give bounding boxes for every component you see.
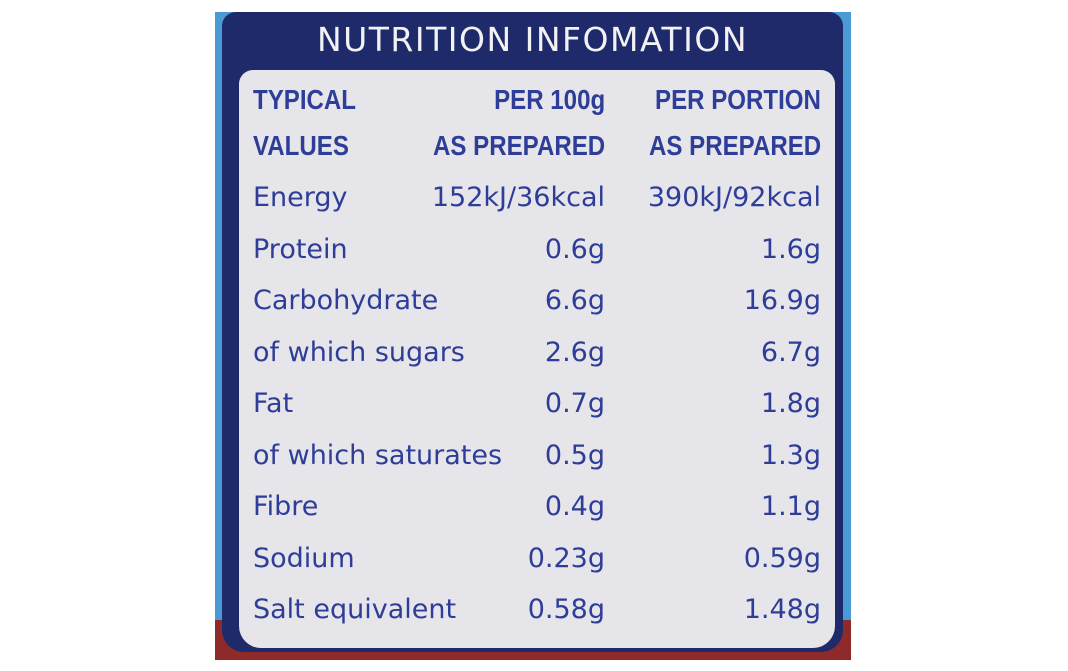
- cell-per-100g: AS PREPARED: [432, 130, 605, 161]
- table-header-row: VALUES AS PREPARED AS PREPARED: [239, 130, 835, 170]
- cell-per-100g: 0.7g: [544, 388, 605, 419]
- cell-per-100g: 0.23g: [527, 542, 605, 574]
- table-row: of which saturates 0.5g 1.3g: [239, 440, 835, 480]
- cell-label: TYPICAL: [253, 84, 357, 115]
- cell-label: Protein: [253, 233, 348, 265]
- cell-per-portion: 1.3g: [760, 439, 821, 471]
- table-row: Carbohydrate 6.6g 16.9g: [239, 285, 835, 325]
- cell-label: Fibre: [253, 491, 319, 522]
- cell-per-portion: 6.7g: [760, 336, 821, 368]
- cell-per-100g: 0.58g: [527, 594, 605, 625]
- cell-label: Salt equivalent: [253, 594, 457, 625]
- cell-per-portion: 16.9g: [743, 285, 821, 316]
- label-background: NUTRITION INFOMATION TYPICAL PER 100g PER …: [222, 12, 843, 652]
- cell-label: Carbohydrate: [253, 285, 439, 316]
- cell-label: Fat: [253, 388, 294, 419]
- cell-label: of which sugars: [253, 336, 465, 368]
- cell-label: Sodium: [253, 542, 355, 574]
- cell-per-portion: 0.59g: [743, 542, 821, 574]
- table-row: Salt equivalent 0.58g 1.48g: [239, 594, 835, 634]
- label-title: NUTRITION INFOMATION: [316, 20, 749, 59]
- cell-per-portion: 1.1g: [760, 491, 821, 522]
- table-row: Fibre 0.4g 1.1g: [239, 491, 835, 531]
- table-row: Fat 0.7g 1.8g: [239, 388, 835, 428]
- cell-label: of which saturates: [253, 439, 503, 471]
- cell-per-100g: 0.5g: [544, 439, 605, 471]
- cell-per-portion: 1.48g: [743, 594, 821, 625]
- cell-label: VALUES: [253, 130, 349, 161]
- cell-per-100g: 0.6g: [544, 233, 605, 265]
- cell-per-portion: PER PORTION: [655, 84, 821, 115]
- nutrition-table: TYPICAL PER 100g PER PORTION VALUES AS PREPA…: [239, 70, 835, 648]
- table-row: Energy 152kJ/36kcal 390kJ/92kcal: [239, 182, 835, 222]
- cell-per-portion: 390kJ/92kcal: [647, 182, 821, 213]
- cell-per-portion: 1.6g: [760, 233, 821, 265]
- cell-per-100g: 2.6g: [544, 336, 605, 368]
- table-row: Protein 0.6g 1.6g: [239, 234, 835, 274]
- cell-per-100g: 0.4g: [544, 491, 605, 522]
- cell-per-portion: AS PREPARED: [648, 130, 821, 161]
- nutrition-label: NUTRITION INFOMATION TYPICAL PER 100g PER …: [215, 12, 851, 660]
- table-row: of which sugars 2.6g 6.7g: [239, 337, 835, 377]
- cell-per-100g: 152kJ/36kcal: [431, 182, 605, 213]
- cell-per-100g: 6.6g: [544, 285, 605, 316]
- table-header-row: TYPICAL PER 100g PER PORTION: [239, 84, 835, 124]
- cell-per-portion: 1.8g: [760, 388, 821, 419]
- cell-per-100g: PER 100g: [493, 84, 605, 115]
- cell-label: Energy: [253, 182, 348, 213]
- table-row: Sodium 0.23g 0.59g: [239, 543, 835, 583]
